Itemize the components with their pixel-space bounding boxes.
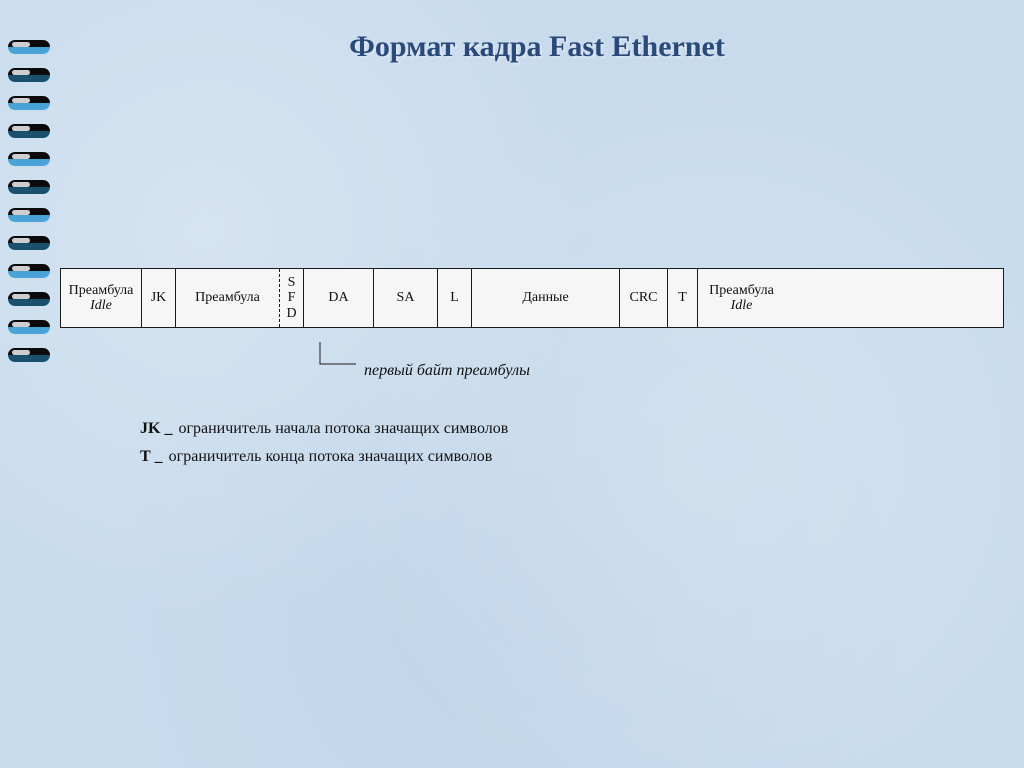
frame-cell-line: Преамбула [709,283,774,298]
frame-cell-line: Данные [522,290,568,305]
legend-row: T _ ограничитель конца потока значащих с… [140,448,508,466]
frame-cell-line: CRC [629,290,657,305]
callout-leader-icon [260,342,370,382]
callout: первый байт преамбулы [260,342,560,387]
callout-text: первый байт преамбулы [364,362,530,380]
frame-cell-line: F [288,290,296,305]
frame-cell-line: T [678,290,687,305]
frame-cell: JK [141,269,175,327]
legend-text: ограничитель конца потока значащих симво… [169,448,493,465]
frame-cell-line: S [288,275,296,290]
legend-dash: _ [155,448,169,465]
frame-cell: CRC [619,269,667,327]
frame-cell-line: Преамбула [195,290,260,305]
frame-cell: SFD [279,269,303,327]
frame-cell-line: SA [397,290,415,305]
legend-symbol: T [140,448,151,465]
frame-cell-line: JK [151,290,167,305]
frame-cell: Преамбула [175,269,279,327]
frame-cell: ПреамбулаIdle [697,269,785,327]
frame-cell: SA [373,269,437,327]
legend: JK _ ограничитель начала потока значащих… [140,420,508,476]
legend-text: ограничитель начала потока значащих симв… [178,420,508,437]
frame-cell: T [667,269,697,327]
frame-cell: Данные [471,269,619,327]
frame-diagram: ПреамбулаIdleJKПреамбулаSFDDASALДанныеCR… [60,268,1004,328]
frame-cell-line: Преамбула [69,283,134,298]
frame-cell: DA [303,269,373,327]
frame-cell-line: L [450,290,459,305]
legend-dash: _ [164,420,178,437]
legend-row: JK _ ограничитель начала потока значащих… [140,420,508,438]
frame-cell: ПреамбулаIdle [61,269,141,327]
frame-cell-line: DA [328,290,348,305]
binder-decoration [8,40,50,362]
legend-symbol: JK [140,420,160,437]
frame-row: ПреамбулаIdleJKПреамбулаSFDDASALДанныеCR… [60,268,1004,328]
page-title: Формат кадра Fast Ethernet [60,30,1014,64]
frame-cell-line: Idle [731,298,753,313]
frame-cell-line: Idle [90,298,112,313]
frame-cell-line: D [286,306,296,321]
frame-cell: L [437,269,471,327]
slide-area: Формат кадра Fast Ethernet ПреамбулаIdle… [60,10,1014,758]
